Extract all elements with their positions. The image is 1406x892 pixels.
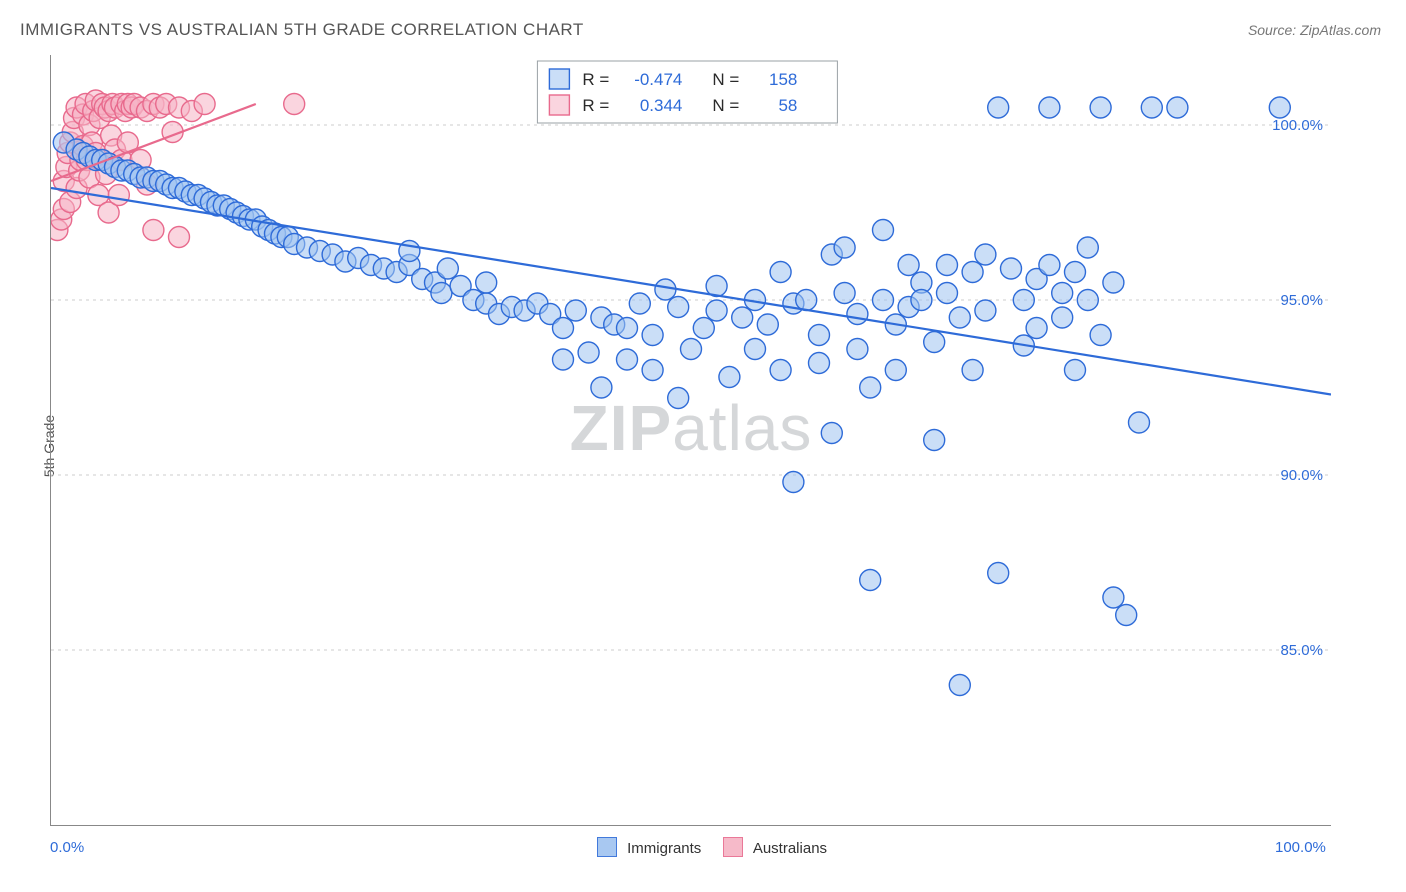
svg-text:85.0%: 85.0% xyxy=(1280,642,1323,659)
svg-text:58: 58 xyxy=(778,96,797,115)
legend: Immigrants Australians xyxy=(0,837,1406,857)
svg-text:R =: R = xyxy=(582,96,609,115)
source-label: Source: ZipAtlas.com xyxy=(1248,22,1381,38)
svg-text:N =: N = xyxy=(712,96,739,115)
svg-text:0.344: 0.344 xyxy=(640,96,683,115)
svg-text:95.0%: 95.0% xyxy=(1280,292,1323,309)
svg-text:N =: N = xyxy=(712,70,739,89)
svg-text:ZIPatlas: ZIPatlas xyxy=(570,392,813,464)
legend-label-australians: Australians xyxy=(753,840,827,857)
chart-title: IMMIGRANTS VS AUSTRALIAN 5TH GRADE CORRE… xyxy=(20,20,584,40)
chart-container: IMMIGRANTS VS AUSTRALIAN 5TH GRADE CORRE… xyxy=(0,0,1406,892)
legend-swatch-immigrants xyxy=(597,837,617,857)
svg-text:100.0%: 100.0% xyxy=(1272,117,1323,134)
svg-text:158: 158 xyxy=(769,70,797,89)
svg-text:R =: R = xyxy=(582,70,609,89)
legend-label-immigrants: Immigrants xyxy=(627,840,701,857)
legend-swatch-australians xyxy=(723,837,743,857)
svg-text:90.0%: 90.0% xyxy=(1280,467,1323,484)
svg-text:-0.474: -0.474 xyxy=(634,70,682,89)
scatter-plot: 85.0% 90.0% 95.0% 100.0% ZIPatlas R = -0.474 N … xyxy=(50,55,1331,826)
